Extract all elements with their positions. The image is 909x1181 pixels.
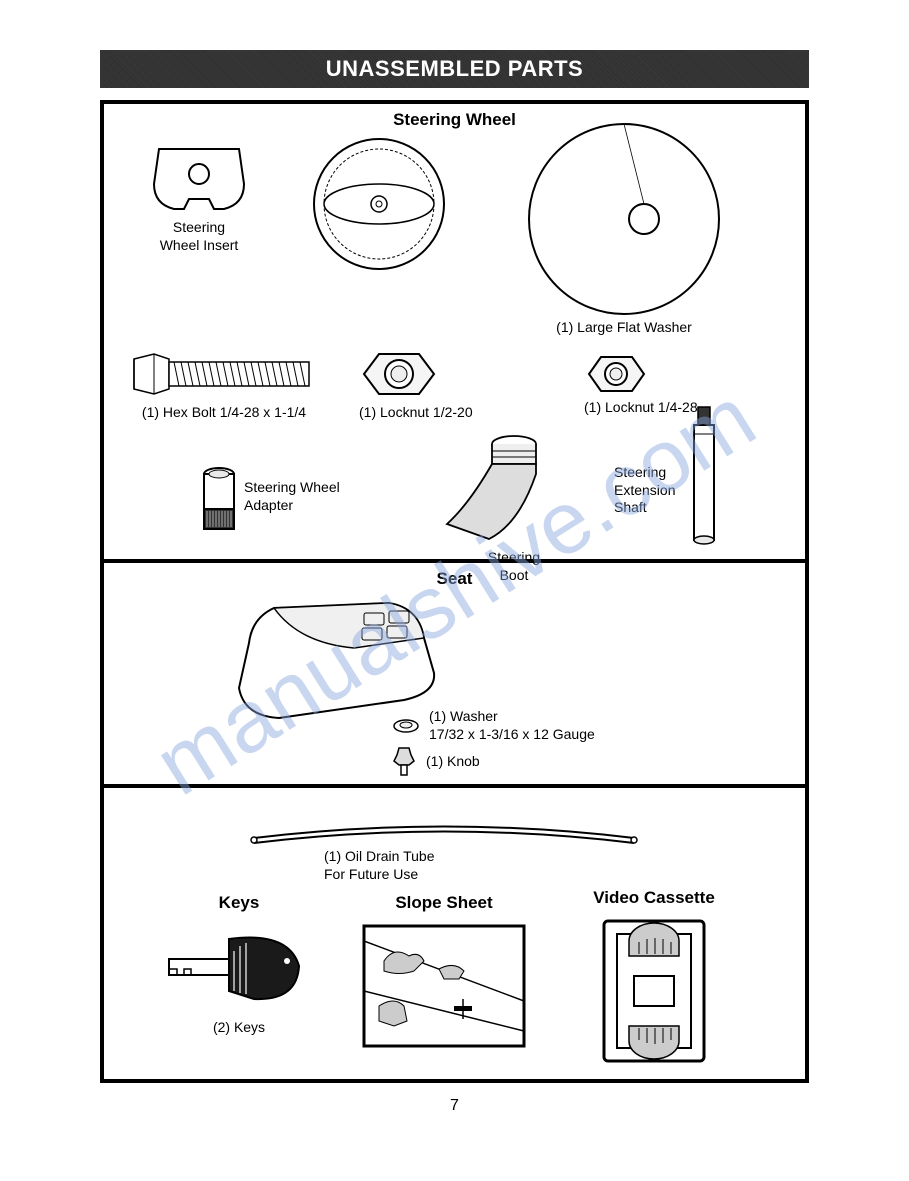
page-number: 7: [100, 1097, 809, 1115]
oil-drain-tube: [244, 813, 644, 853]
locknut-1: (1) Locknut 1/2-20: [359, 344, 473, 422]
steering-wheel: [304, 129, 454, 279]
ext-shaft-label: Steering Extension Shaft: [614, 464, 675, 517]
wheel-insert-label: Steering Wheel Insert: [144, 219, 254, 254]
parts-diagram-container: Steering Wheel Steering Wheel Insert: [100, 100, 809, 1083]
seat-washer: [392, 718, 420, 734]
slope-title: Slope Sheet: [354, 893, 534, 913]
oil-tube-label: (1) Oil Drain Tube For Future Use: [324, 848, 434, 883]
large-flat-washer-label: (1) Large Flat Washer: [524, 319, 724, 337]
steering-wheel-insert: Steering Wheel Insert: [144, 139, 254, 254]
header-bar: UNASSEMBLED PARTS: [100, 50, 809, 88]
steering-ext-shaft: [689, 404, 719, 549]
keys-title: Keys: [159, 893, 319, 913]
video-cassette-block: Video Cassette: [574, 888, 734, 1074]
slope-sheet-block: Slope Sheet: [354, 893, 534, 1059]
hex-bolt-label: (1) Hex Bolt 1/4-28 x 1-1/4: [129, 404, 319, 422]
seat-title: Seat: [104, 563, 805, 589]
seat-knob-label: (1) Knob: [426, 753, 480, 771]
seat-knob: [389, 743, 419, 778]
video-title: Video Cassette: [574, 888, 734, 908]
seat-section: Seat (1) Washer 17/32 x 1-3/16 x 12 Gaug…: [104, 559, 805, 784]
large-flat-washer: (1) Large Flat Washer: [524, 119, 724, 337]
locknut1-label: (1) Locknut 1/2-20: [359, 404, 473, 422]
steering-adapter: [199, 464, 239, 534]
misc-section: (1) Oil Drain Tube For Future Use Keys (…: [104, 784, 805, 1079]
keys-count-label: (2) Keys: [159, 1019, 319, 1037]
seat: [224, 588, 454, 728]
adapter-label: Steering Wheel Adapter: [244, 479, 340, 514]
steering-section: Steering Wheel Steering Wheel Insert: [104, 104, 805, 559]
seat-washer-label: (1) Washer 17/32 x 1-3/16 x 12 Gauge: [429, 708, 595, 743]
locknut2-label: (1) Locknut 1/4-28: [584, 399, 698, 417]
locknut-2: (1) Locknut 1/4-28: [584, 349, 698, 417]
keys-block: Keys (2) Keys: [159, 893, 319, 1037]
hex-bolt: (1) Hex Bolt 1/4-28 x 1-1/4: [129, 344, 319, 422]
